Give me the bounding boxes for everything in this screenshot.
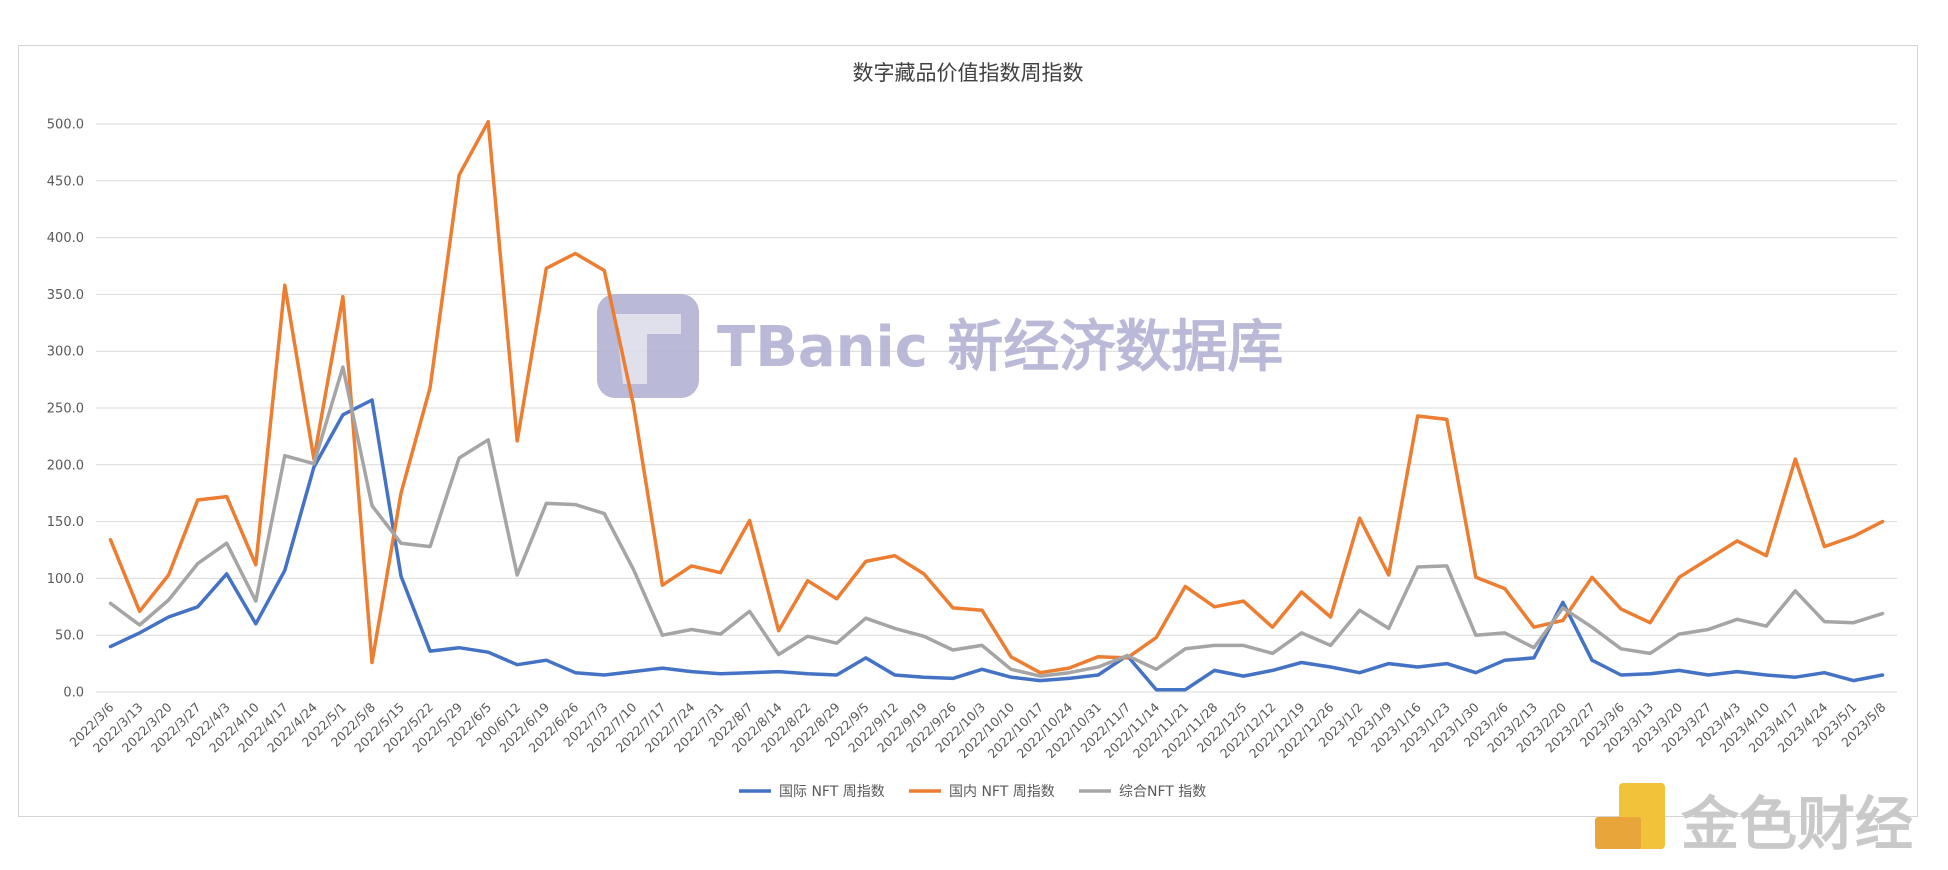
tbanic-logo-notch [615, 314, 681, 384]
y-tick-label: 250.0 [47, 402, 84, 417]
legend-entry: 国内 NFT 周指数 [949, 784, 1055, 800]
y-tick-label: 350.0 [47, 288, 84, 303]
y-tick-label: 0.0 [63, 686, 84, 701]
tbanic-logo-icon [597, 294, 699, 398]
jinse-brand-logo: 金色财经 [1595, 783, 1913, 858]
chart-frame: 数字藏品价值指数周指数 0.0 50.0 100.0 150.0 200.0 250.0 3… [18, 45, 1918, 817]
series-line-3 [108, 365, 1885, 678]
series-line-1 [108, 398, 1885, 692]
y-tick-label: 50.0 [55, 629, 84, 644]
brand-mark-front-icon [1595, 817, 1641, 849]
y-tick-label: 500.0 [47, 118, 84, 133]
y-tick-label: 300.0 [47, 345, 84, 360]
chart-title: 数字藏品价值指数周指数 [853, 61, 1084, 85]
series-lines [108, 119, 1885, 692]
watermark-text: TBanic 新经济数据库 [717, 315, 1283, 380]
tbanic-watermark: TBanic 新经济数据库 [597, 294, 1283, 398]
line-chart: 数字藏品价值指数周指数 0.0 50.0 100.0 150.0 200.0 250.0 3… [47, 61, 1897, 800]
y-tick-label: 200.0 [47, 458, 84, 473]
brand-text: 金色财经 [1681, 790, 1913, 858]
y-tick-label: 400.0 [47, 231, 84, 246]
x-axis-ticks: 2022/3/62022/3/132022/3/202022/3/272022/… [66, 699, 1888, 761]
series-line-2 [108, 119, 1885, 675]
legend-entry: 国际 NFT 周指数 [779, 784, 885, 800]
legend-entry: 综合NFT 指数 [1119, 784, 1206, 800]
y-tick-label: 100.0 [47, 572, 84, 587]
y-axis-ticks: 0.0 50.0 100.0 150.0 200.0 250.0 300.0 350.0 400… [47, 118, 84, 701]
y-tick-label: 150.0 [47, 515, 84, 530]
legend: 国际 NFT 周指数 国内 NFT 周指数 综合NFT 指数 [739, 784, 1206, 800]
y-tick-label: 450.0 [47, 174, 84, 189]
